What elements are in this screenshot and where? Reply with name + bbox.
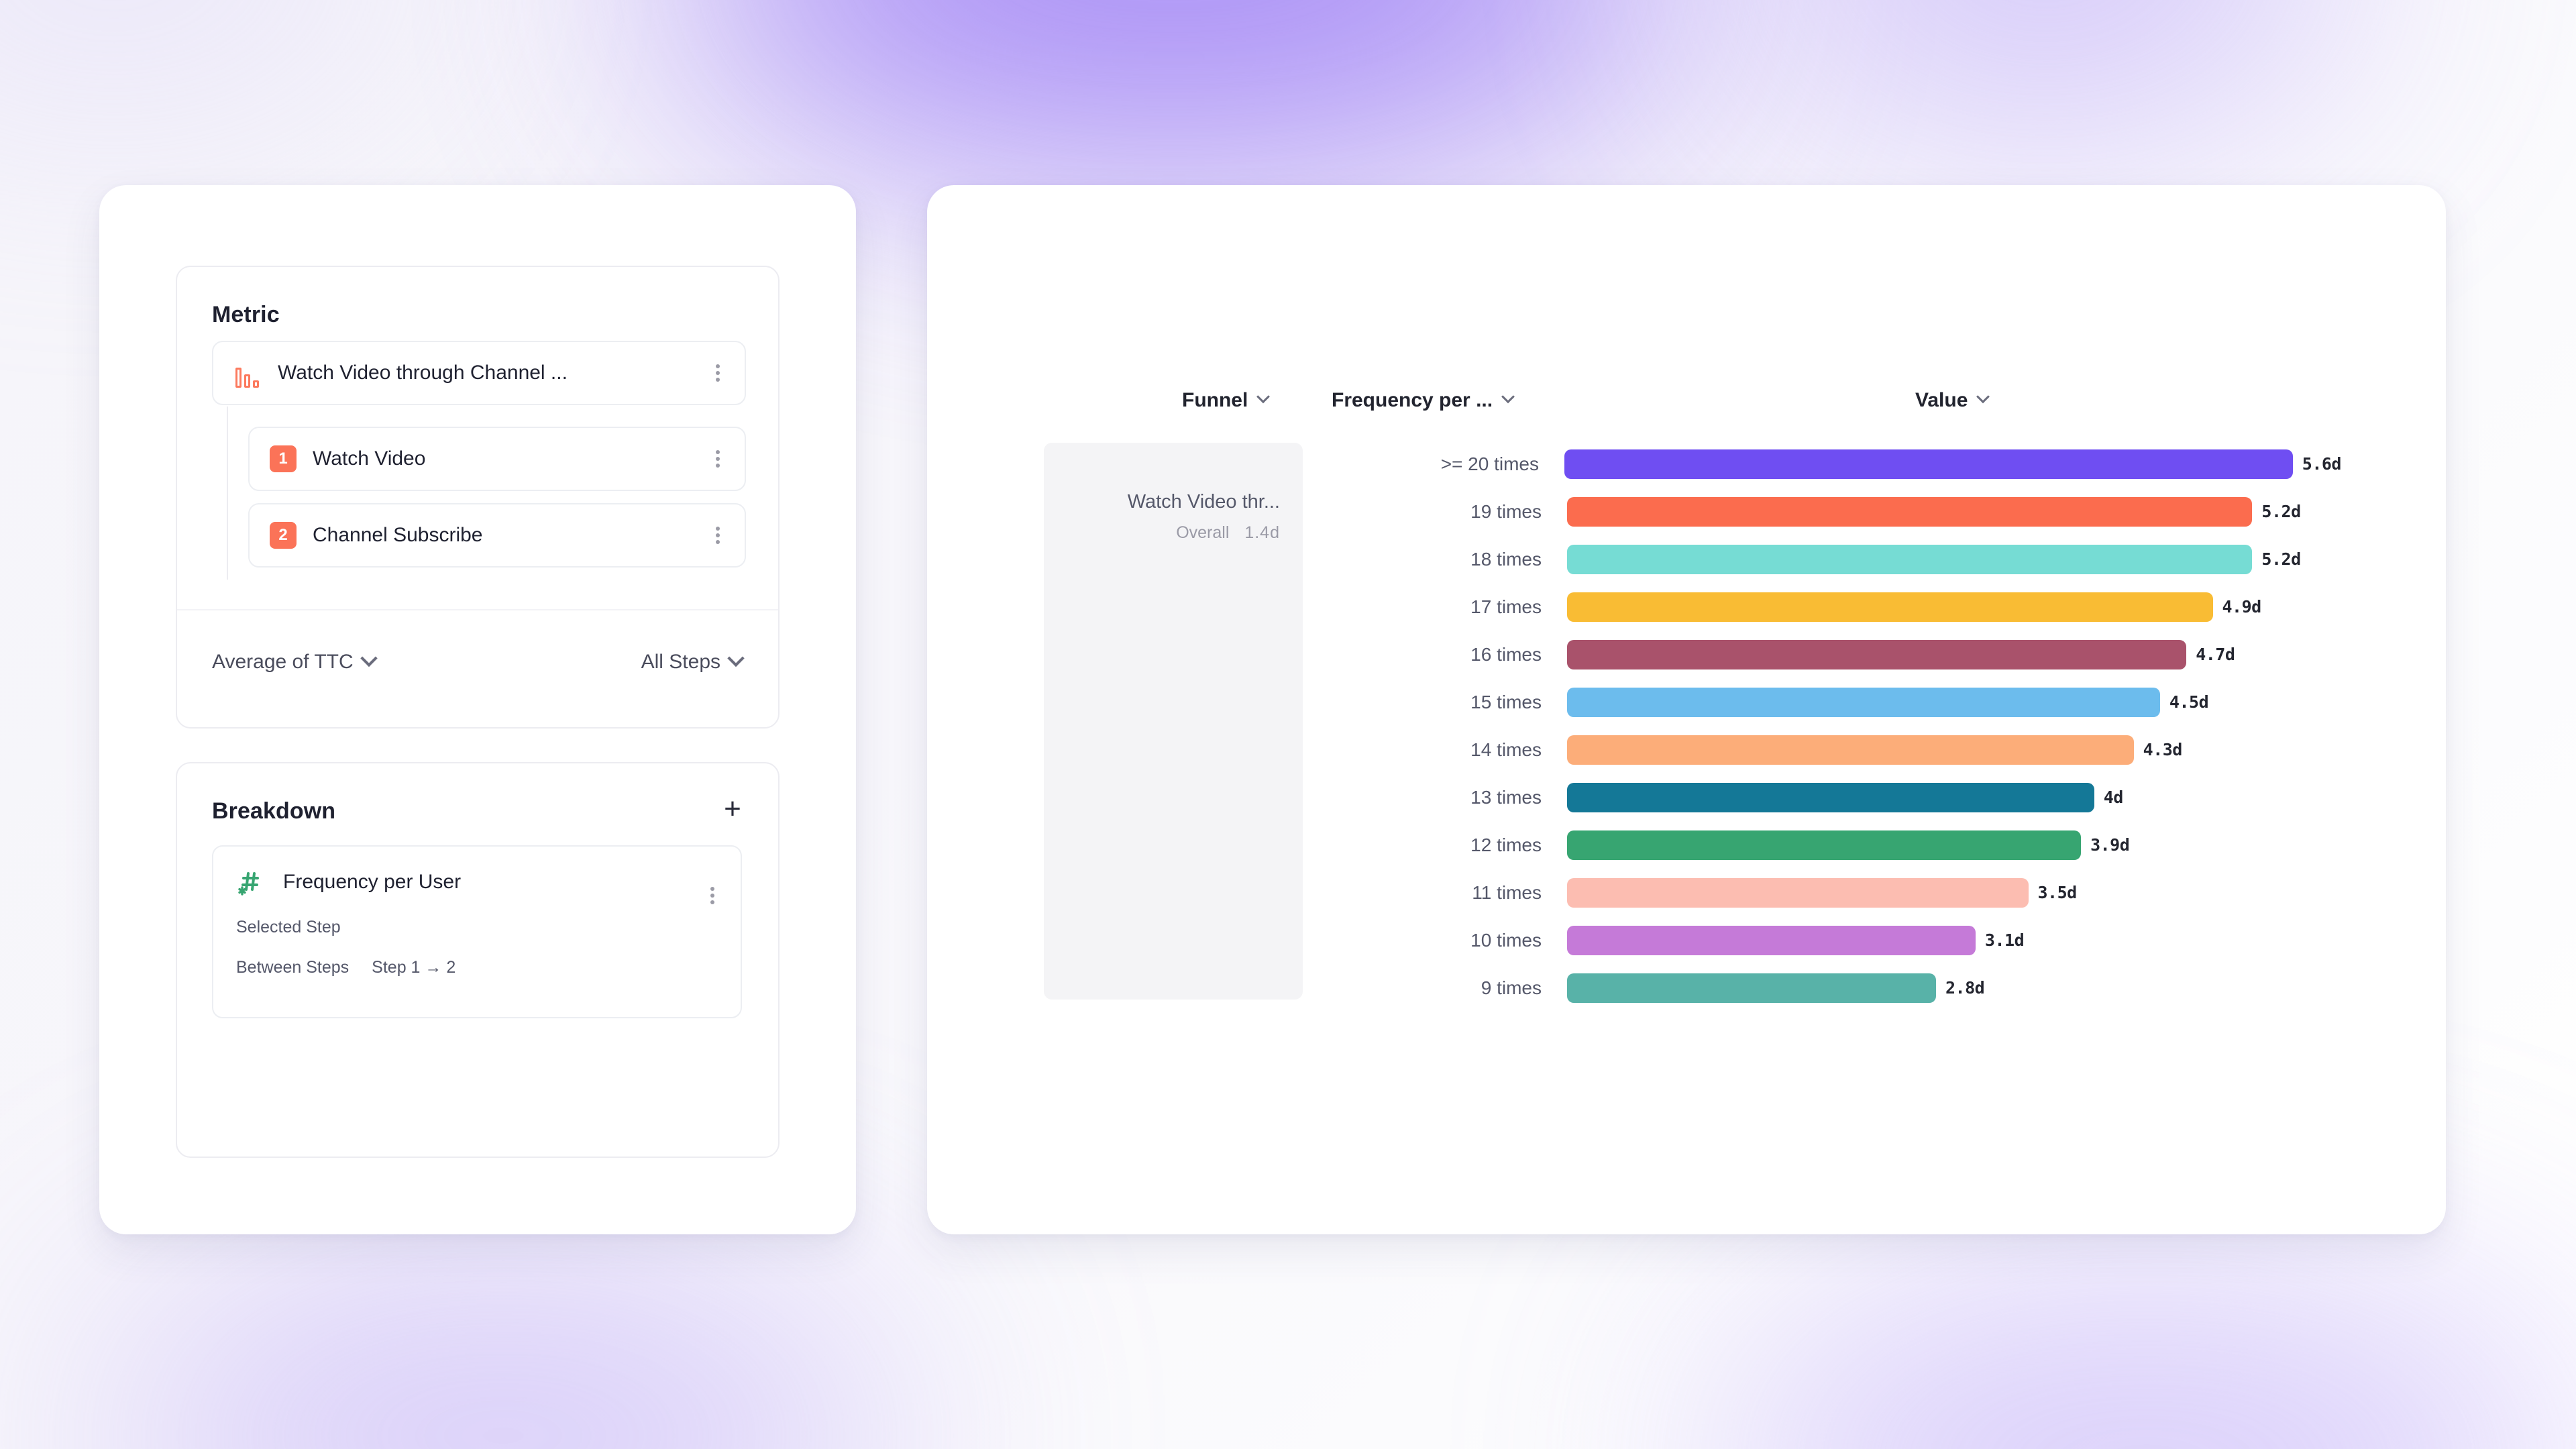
breakdown-selected-step-label: Selected Step — [236, 918, 341, 936]
bar-row-category-label: 19 times — [1470, 500, 1542, 522]
metric-root-item[interactable]: Watch Video through Channel ... — [212, 341, 746, 405]
config-panel: Metric Watch Video through Channel ... 1… — [99, 185, 856, 1234]
bar-rect[interactable] — [1564, 449, 2293, 479]
funnel-cell-overall: Overall 1.4d — [1044, 523, 1280, 543]
aggregation-select-label: Average of TTC — [212, 651, 354, 673]
step-badge-1: 1 — [270, 445, 297, 472]
bar-value-label: 5.2d — [2261, 549, 2301, 569]
bar-rect[interactable] — [1567, 735, 2134, 765]
bar-chart-row[interactable]: 13 times 4d — [1335, 773, 2341, 821]
bar-chart-row[interactable]: 18 times 5.2d — [1335, 535, 2341, 583]
chevron-down-icon — [1256, 390, 1271, 404]
bar-value-label: 4d — [2103, 788, 2124, 807]
bar-chart-row[interactable]: 11 times 3.5d — [1335, 869, 2341, 916]
bar-row-category-label: 17 times — [1470, 596, 1542, 617]
bar-row-category-label: 9 times — [1481, 977, 1542, 998]
chevron-down-icon — [1976, 390, 1990, 404]
bar-rect[interactable] — [1567, 782, 2094, 812]
bar-chart-row[interactable]: 15 times 4.5d — [1335, 678, 2341, 726]
bar-row-category-label: 11 times — [1472, 881, 1542, 903]
add-breakdown-button[interactable]: + — [724, 792, 741, 825]
column-header-frequency-label: Frequency per ... — [1332, 389, 1493, 411]
steps-select[interactable]: All Steps — [641, 649, 745, 674]
breakdown-between-steps-value: Step 1 → 2 — [372, 958, 456, 977]
funnel-cell[interactable]: Watch Video thr... Overall 1.4d — [1044, 443, 1303, 1000]
step-badge-2: 2 — [270, 522, 297, 549]
chevron-down-icon — [360, 649, 378, 667]
bar-value-label: 4.7d — [2196, 645, 2235, 664]
bar-chart-row[interactable]: 9 times 2.8d — [1335, 964, 2341, 1012]
bar-chart-row[interactable]: 10 times 3.1d — [1335, 916, 2341, 964]
breakdown-item-menu-icon[interactable] — [703, 884, 722, 907]
bar-chart-icon — [232, 358, 262, 388]
funnel-cell-title: Watch Video thr... — [1127, 491, 1280, 513]
column-header-frequency[interactable]: Frequency per ... — [1332, 389, 1515, 412]
bar-row-category-label: >= 20 times — [1440, 453, 1540, 474]
bar-rect[interactable] — [1567, 877, 2029, 908]
bar-value-label: 3.5d — [2037, 883, 2078, 902]
bar-rect[interactable] — [1567, 687, 2160, 717]
bar-chart-row[interactable]: 14 times 4.3d — [1335, 726, 2341, 773]
column-header-funnel-label: Funnel — [1182, 389, 1248, 411]
bar-chart-row[interactable]: 12 times 3.9d — [1335, 821, 2341, 869]
bar-row-category-label: 12 times — [1470, 834, 1542, 855]
bar-row-category-label: 16 times — [1470, 643, 1542, 665]
metric-step-label-2: Channel Subscribe — [313, 524, 483, 546]
hash-asterisk-icon — [236, 867, 267, 898]
metric-section: Metric Watch Video through Channel ... 1… — [176, 266, 780, 729]
metric-step-item-1[interactable]: 1 Watch Video — [248, 427, 746, 491]
bar-row-category-label: 18 times — [1470, 548, 1542, 570]
bar-chart-row[interactable]: 19 times 5.2d — [1335, 488, 2341, 535]
bar-rect[interactable] — [1567, 592, 2213, 622]
bar-rect[interactable] — [1567, 830, 2082, 860]
breakdown-item[interactable]: Frequency per User Selected Step Between… — [212, 845, 742, 1018]
bar-chart-row[interactable]: >= 20 times 5.6d — [1335, 440, 2342, 488]
breakdown-item-header: Frequency per User — [236, 867, 461, 898]
bar-rect[interactable] — [1567, 639, 2187, 669]
breakdown-between-steps-row: Between Steps Step 1 → 2 — [236, 958, 455, 977]
metric-panel-divider — [177, 609, 778, 610]
bar-row-category-label: 15 times — [1470, 691, 1542, 712]
bar-rect[interactable] — [1567, 925, 1976, 955]
bar-chart: >= 20 times 5.6d 19 times 5.2d 18 times 5.2d 1… — [1335, 440, 2342, 1012]
column-header-funnel[interactable]: Funnel — [1182, 389, 1271, 412]
funnel-cell-overall-label: Overall — [1176, 523, 1230, 542]
column-header-value-label: Value — [1915, 389, 1968, 411]
bar-rect[interactable] — [1567, 973, 1936, 1003]
metric-step-1-menu-icon[interactable] — [708, 447, 727, 470]
bar-value-label: 3.9d — [2090, 835, 2130, 855]
step-connector-line — [227, 407, 228, 580]
bar-value-label: 4.5d — [2169, 692, 2209, 712]
metric-root-menu-icon[interactable] — [708, 362, 727, 384]
bar-value-label: 4.3d — [2143, 740, 2183, 759]
metric-step-item-2[interactable]: 2 Channel Subscribe — [248, 503, 746, 568]
bar-chart-row[interactable]: 17 times 4.9d — [1335, 583, 2341, 631]
bar-rect[interactable] — [1567, 496, 2253, 527]
breakdown-between-steps-label: Between Steps — [236, 958, 350, 977]
funnel-cell-overall-value: 1.4d — [1244, 523, 1280, 542]
breakdown-selected-step-row: Selected Step — [236, 918, 364, 937]
column-header-value[interactable]: Value — [1915, 389, 1990, 412]
breakdown-item-name: Frequency per User — [283, 871, 462, 893]
bar-value-label: 5.6d — [2302, 454, 2342, 474]
bar-value-label: 3.1d — [1984, 930, 2025, 950]
bar-row-category-label: 13 times — [1470, 786, 1542, 808]
aggregation-select[interactable]: Average of TTC — [212, 649, 378, 674]
metric-section-title: Metric — [212, 302, 280, 327]
bar-rect[interactable] — [1567, 544, 2253, 574]
bar-value-label: 2.8d — [1945, 978, 1985, 998]
breakdown-section-title: Breakdown — [212, 798, 336, 824]
bar-row-category-label: 14 times — [1470, 739, 1542, 760]
metric-step-label-1: Watch Video — [313, 447, 426, 470]
metric-root-label: Watch Video through Channel ... — [278, 362, 568, 384]
breakdown-section: Breakdown + Frequency per User Selected … — [176, 762, 780, 1158]
steps-select-label: All Steps — [641, 651, 720, 673]
metric-step-2-menu-icon[interactable] — [708, 524, 727, 547]
chevron-down-icon — [727, 649, 745, 667]
bar-value-label: 5.2d — [2261, 502, 2301, 521]
bar-chart-row[interactable]: 16 times 4.7d — [1335, 631, 2341, 678]
bar-value-label: 4.9d — [2222, 597, 2262, 616]
bar-row-category-label: 10 times — [1470, 929, 1542, 951]
chevron-down-icon — [1501, 390, 1515, 404]
